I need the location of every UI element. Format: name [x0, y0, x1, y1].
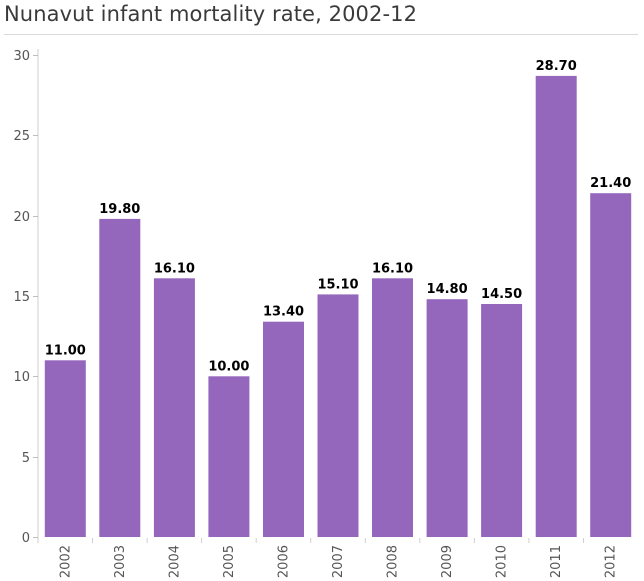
data-label-2003: 19.80	[99, 202, 140, 217]
x-axis: 2002 2003 2004 2005 2006 2007 2008 2009 2010 2011…	[37, 538, 619, 578]
data-label-2011: 28.70	[536, 59, 577, 74]
data-label-2010: 14.50	[481, 287, 522, 302]
bar-2010	[481, 304, 523, 537]
data-label-2007: 15.10	[317, 277, 358, 292]
data-label-2002: 11.00	[45, 343, 86, 358]
x-tick-label-2003: 2003	[113, 545, 128, 578]
data-label-2012: 21.40	[590, 176, 631, 191]
y-tick-label: 20	[13, 210, 30, 225]
bar-2005	[208, 376, 250, 537]
x-tick-label-2002: 2002	[58, 545, 73, 578]
data-label-2006: 13.40	[263, 305, 304, 320]
bar-2003	[99, 218, 141, 537]
x-tick-label-2012: 2012	[604, 545, 619, 578]
x-tick-label-2008: 2008	[386, 545, 401, 578]
y-tick-label: 15	[13, 290, 30, 305]
x-tick-label-2009: 2009	[440, 545, 455, 578]
y-axis: 0 5 10 15 20 25 30	[13, 49, 39, 546]
data-label-2009: 14.80	[427, 282, 468, 297]
data-label-2004: 16.10	[154, 261, 195, 276]
title-divider	[4, 34, 638, 35]
bar-2006	[263, 321, 304, 537]
y-tick-label: 10	[13, 370, 30, 385]
bar-2011	[535, 75, 577, 538]
x-tick-label-2010: 2010	[495, 545, 510, 578]
bar-2002	[44, 360, 86, 537]
bar-2008	[372, 278, 413, 537]
bar-2004	[153, 278, 195, 537]
bar-2012	[590, 193, 632, 537]
bar-2009	[426, 299, 468, 537]
y-tick-label: 30	[13, 49, 30, 64]
x-tick-label-2011: 2011	[549, 545, 564, 578]
x-tick-label-2005: 2005	[222, 545, 237, 578]
bars: 11.00 19.80 16.10 10.00 13.40 15.10 16.10 14.80…	[44, 59, 632, 538]
x-tick-label-2004: 2004	[167, 545, 182, 578]
y-tick-label: 25	[13, 129, 30, 144]
data-label-2008: 16.10	[372, 261, 413, 276]
chart-title: Nunavut infant mortality rate, 2002-12	[4, 2, 418, 26]
bar-2007	[317, 294, 359, 537]
y-tick-label: 5	[22, 451, 30, 466]
x-tick-label-2007: 2007	[331, 545, 346, 578]
y-tick-label: 0	[22, 531, 30, 546]
data-label-2005: 10.00	[208, 359, 249, 374]
x-tick-label-2006: 2006	[277, 545, 292, 578]
